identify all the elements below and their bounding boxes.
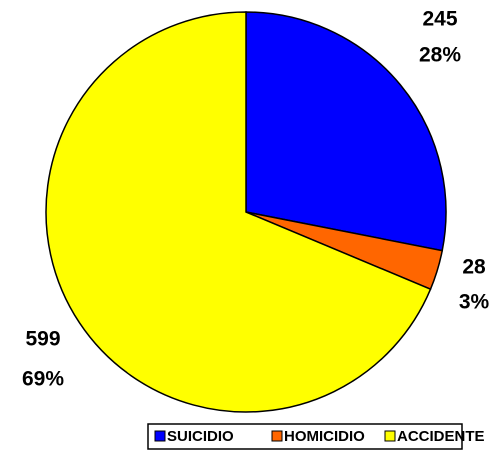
pie-slice <box>245 11 447 252</box>
data-label: 28 <box>462 256 486 279</box>
data-label: 245 <box>422 8 457 31</box>
data-label: 599 <box>25 328 60 351</box>
percent-label: 28% <box>419 44 461 67</box>
percent-label: 3% <box>459 291 490 314</box>
pie-slice <box>45 11 432 413</box>
legend-swatch <box>154 430 166 442</box>
legend-box <box>147 423 463 450</box>
legend-swatch <box>271 430 283 442</box>
percent-label: 69% <box>22 368 64 391</box>
legend-label: HOMICIDIO <box>284 428 365 445</box>
legend-label: SUICIDIO <box>167 428 234 445</box>
legend-swatch <box>384 430 396 442</box>
legend-label: ACCIDENTE <box>397 428 485 445</box>
